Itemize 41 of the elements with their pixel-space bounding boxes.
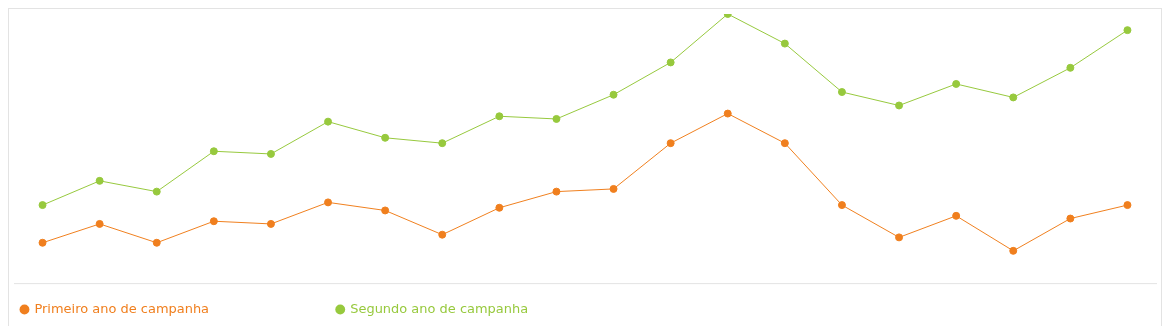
point [38, 201, 47, 210]
point [209, 147, 218, 156]
point [952, 211, 961, 220]
point [780, 39, 789, 48]
point [895, 101, 904, 110]
point [609, 184, 618, 193]
point [780, 139, 789, 148]
point [495, 203, 504, 212]
point [1123, 201, 1132, 210]
point [666, 58, 675, 67]
point [95, 176, 104, 185]
point [152, 187, 161, 196]
point [438, 230, 447, 239]
point [266, 219, 275, 228]
point [1009, 93, 1018, 102]
point [1066, 214, 1075, 223]
point [723, 109, 732, 118]
point [495, 112, 504, 121]
point [609, 90, 618, 99]
point [266, 149, 275, 158]
point [381, 133, 390, 142]
point [324, 117, 333, 126]
point [837, 201, 846, 210]
point [552, 114, 561, 123]
point [666, 139, 675, 148]
point [837, 88, 846, 97]
point [38, 238, 47, 247]
point [895, 233, 904, 242]
point [1066, 63, 1075, 72]
point [1123, 26, 1132, 35]
point [952, 79, 961, 88]
point [324, 198, 333, 207]
legend-label: Segundo ano de campanha [350, 300, 644, 316]
point [1009, 246, 1018, 255]
point [152, 238, 161, 247]
point [209, 217, 218, 226]
point [95, 219, 104, 228]
point [552, 187, 561, 196]
point [438, 139, 447, 148]
legend-label: Primeiro ano de campanha [34, 300, 325, 316]
point [381, 206, 390, 215]
